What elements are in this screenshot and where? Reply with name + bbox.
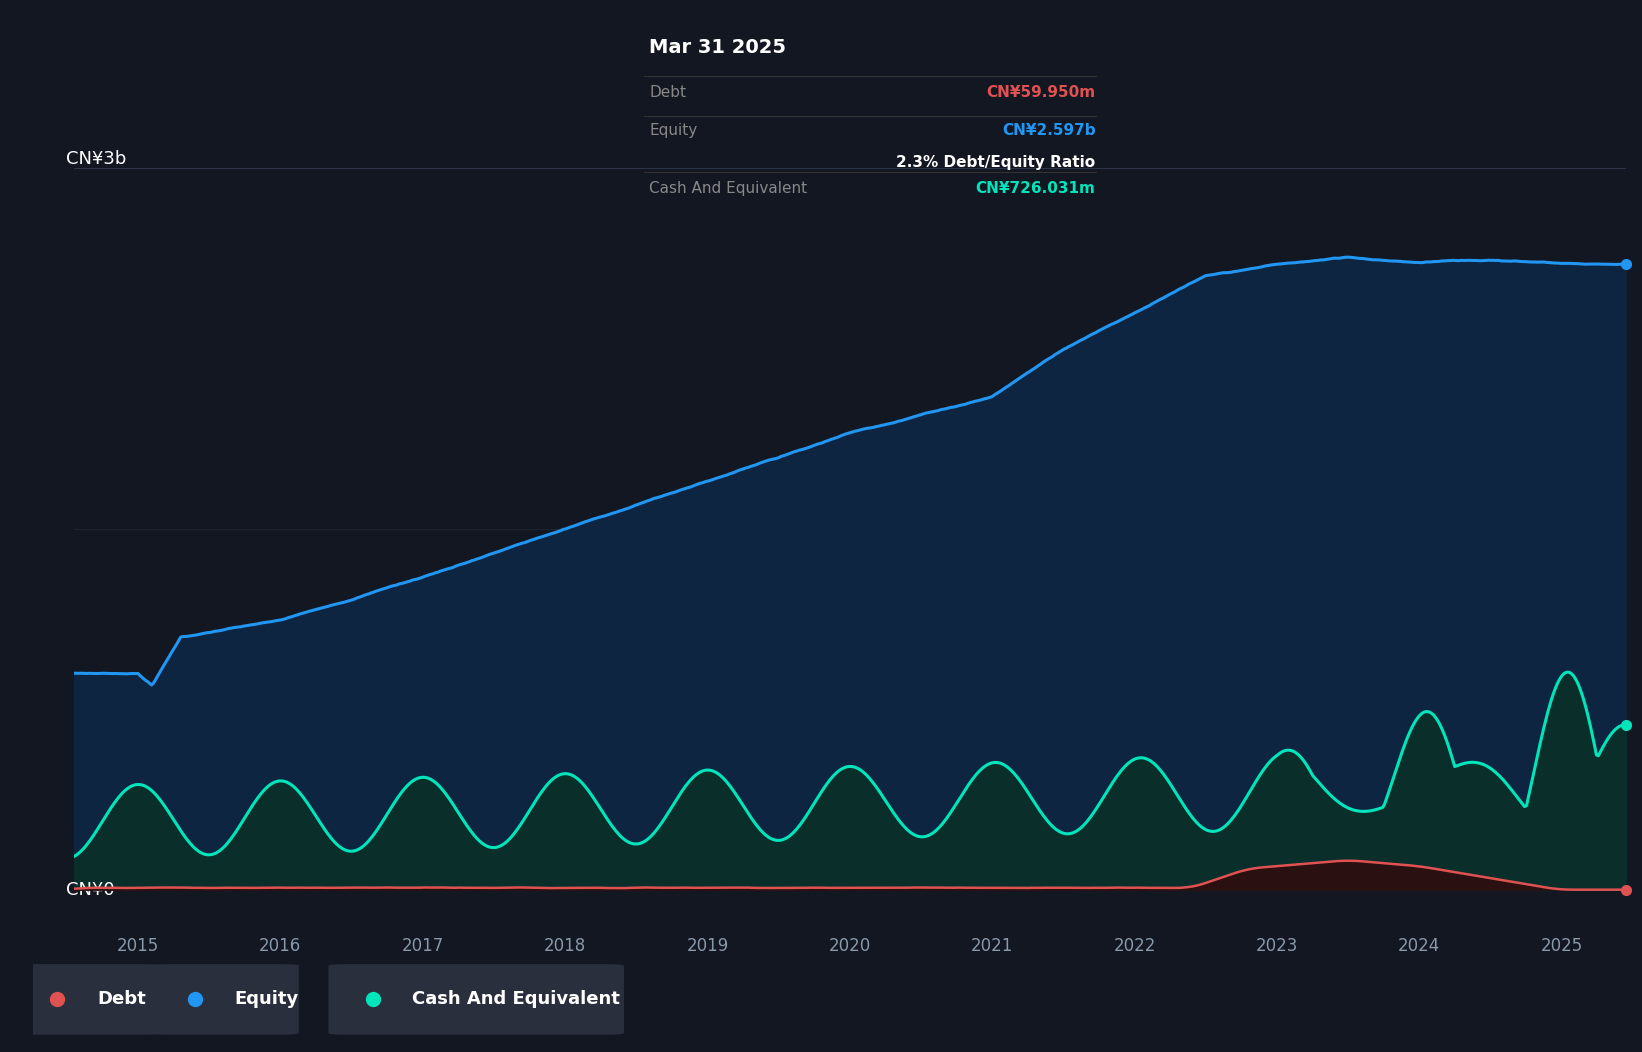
- FancyBboxPatch shape: [328, 964, 624, 1035]
- Text: Cash And Equivalent: Cash And Equivalent: [649, 181, 808, 197]
- Text: CN¥2.597b: CN¥2.597b: [1002, 123, 1095, 139]
- Text: 2.3% Debt/Equity Ratio: 2.3% Debt/Equity Ratio: [897, 155, 1095, 170]
- Text: CN¥3b: CN¥3b: [66, 150, 126, 168]
- Text: Cash And Equivalent: Cash And Equivalent: [412, 990, 621, 1009]
- Text: Equity: Equity: [235, 990, 299, 1009]
- Text: Debt: Debt: [649, 85, 686, 100]
- Text: Equity: Equity: [649, 123, 698, 139]
- Text: CN¥59.950m: CN¥59.950m: [987, 85, 1095, 100]
- Text: Debt: Debt: [97, 990, 146, 1009]
- Text: Mar 31 2025: Mar 31 2025: [649, 38, 787, 57]
- Text: CN¥726.031m: CN¥726.031m: [975, 181, 1095, 197]
- FancyBboxPatch shape: [151, 964, 299, 1035]
- Text: CN¥0: CN¥0: [66, 881, 115, 898]
- FancyBboxPatch shape: [13, 964, 161, 1035]
